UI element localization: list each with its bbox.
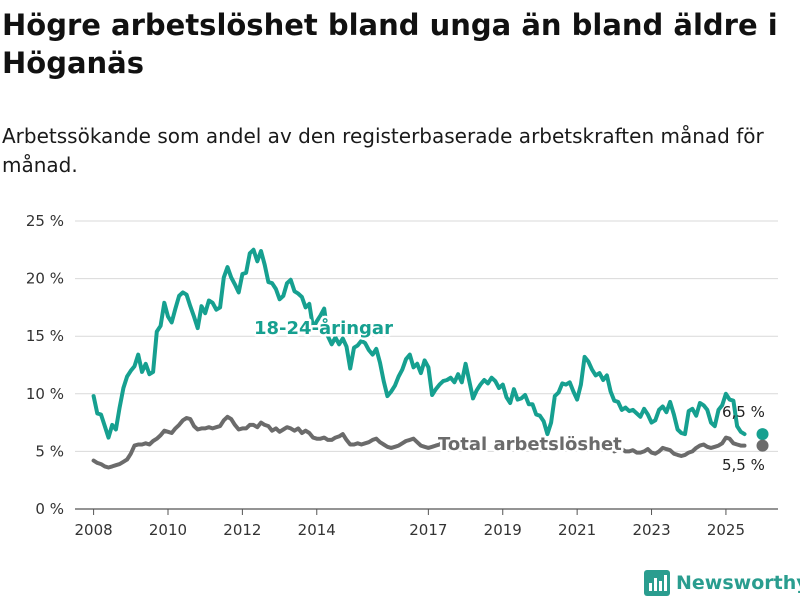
x-tick-label: 2008 [75, 521, 113, 539]
series-line-18-24-åringar [91, 247, 747, 440]
x-axis: 2008 2010 2012 2014 2017 2019 2021 2023 2025 [75, 509, 745, 539]
x-tick-label: 2017 [409, 521, 447, 539]
x-tick-label: 2023 [632, 521, 670, 539]
chart-subtitle: Arbetssökande som andel av den registerb… [2, 124, 764, 177]
x-tick-label: 2019 [484, 521, 522, 539]
x-tick-label: 2012 [223, 521, 261, 539]
newsworthy-logo[interactable]: Newsworthy [644, 568, 800, 598]
series-endpoint-total-arbetslöshet [756, 439, 769, 452]
series-labels: 18-24-åringar Total arbetslöshet 6,5 % 5,5 … [252, 315, 765, 475]
series-line-total-arbetslöshet [91, 414, 446, 470]
x-tick-label: 2025 [707, 521, 745, 539]
y-tick-label: 15 % [26, 327, 64, 345]
x-tick-label: 2021 [558, 521, 596, 539]
series-line-total-arbetslöshet [612, 435, 747, 458]
end-value-label-youth: 6,5 % [722, 403, 765, 421]
series-endpoint-18-24-åringar [756, 428, 769, 441]
end-value-label-total: 5,5 % [722, 456, 765, 474]
y-axis: 0 % 5 % 10 % 15 % 20 % 25 % [26, 212, 64, 518]
series-lines [91, 247, 769, 470]
bar-chart-logo-icon [644, 570, 670, 596]
y-tick-label: 10 % [26, 385, 64, 403]
brand-name: Newsworthy [676, 572, 800, 594]
series-label-youth: 18-24-åringar [254, 317, 393, 339]
y-tick-label: 20 % [26, 270, 64, 288]
x-tick-label: 2010 [149, 521, 187, 539]
y-tick-label: 5 % [35, 442, 64, 460]
x-tick-label: 2014 [298, 521, 336, 539]
y-tick-label: 0 % [35, 500, 64, 518]
y-tick-label: 25 % [26, 212, 64, 230]
series-label-total: Total arbetslöshet [438, 434, 622, 455]
chart-title: Högre arbetslöshet bland unga än bland ä… [2, 8, 778, 80]
